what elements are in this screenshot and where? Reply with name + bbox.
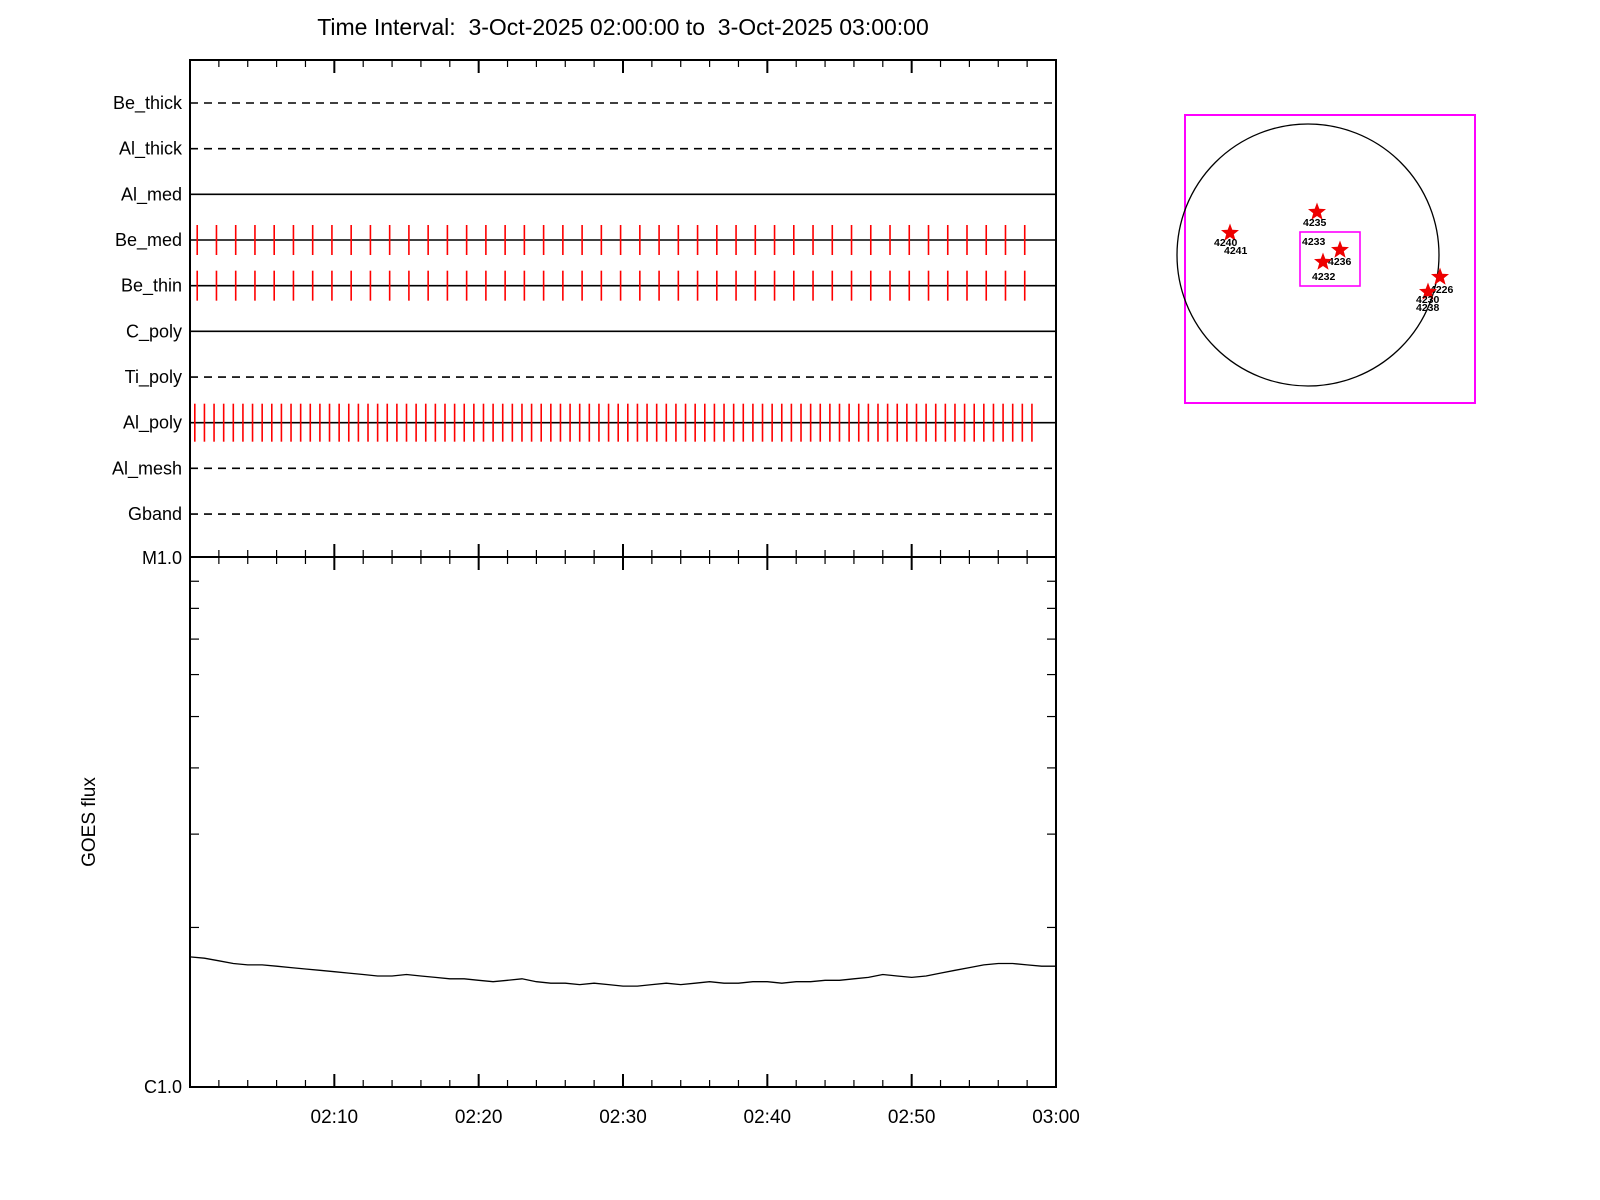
active-region-star xyxy=(1221,223,1239,241)
filter-label: Al_mesh xyxy=(112,458,182,479)
obs-ticks-Be_med xyxy=(196,225,1026,256)
x-axis-tick-label: 02:50 xyxy=(888,1107,936,1128)
active-region-label: 4232 xyxy=(1312,271,1336,283)
obs-ticks-Al_poly xyxy=(194,403,1033,442)
x-axis-ticks xyxy=(189,544,1057,570)
filter-label: Al_med xyxy=(121,184,182,205)
y-axis-top-label: M1.0 xyxy=(142,548,182,568)
filter-label: Be_thick xyxy=(113,93,183,114)
active-region-star xyxy=(1308,202,1326,220)
filter-label: C_poly xyxy=(126,321,182,342)
x-axis-ticks xyxy=(189,1074,1057,1087)
solar-map-frame xyxy=(1184,114,1476,404)
goes-panel-border xyxy=(189,556,1057,1088)
active-region-label: 4226 xyxy=(1430,284,1454,296)
active-region-star xyxy=(1314,252,1332,270)
obs-ticks-Be_thin xyxy=(196,270,1026,301)
goes-flux-curve xyxy=(189,956,1056,987)
active-region-label: 4236 xyxy=(1328,256,1352,268)
timeline-panel-border xyxy=(189,59,1057,558)
active-region-star xyxy=(1431,267,1449,285)
active-region-label: 4230 xyxy=(1416,294,1440,306)
filter-label: Be_thin xyxy=(121,276,182,297)
filter-label: Ti_poly xyxy=(125,367,182,388)
active-region-label: 4233 xyxy=(1302,236,1326,248)
y-axis-bottom-label: C1.0 xyxy=(144,1077,182,1097)
time-interval-title: Time Interval: 3-Oct-2025 02:00:00 to 3-… xyxy=(317,14,929,40)
filter-label: Be_med xyxy=(115,230,182,251)
solar-disk xyxy=(1176,123,1440,387)
active-region-label: 4240 xyxy=(1214,237,1238,249)
filter-label: Gband xyxy=(128,504,182,524)
x-axis-tick-label: 02:10 xyxy=(311,1107,359,1128)
active-region-star xyxy=(1331,240,1349,258)
x-axis-tick-label: 02:20 xyxy=(455,1107,503,1128)
goes-flux-axis-label: GOES flux xyxy=(79,777,100,867)
active-region-label: 4235 xyxy=(1303,217,1327,229)
x-axis-tick-label: 02:40 xyxy=(744,1107,792,1128)
x-axis-tick-label: 02:30 xyxy=(599,1107,647,1128)
active-region-label: 4238 xyxy=(1416,302,1440,314)
active-region-label: 4241 xyxy=(1224,245,1248,257)
filter-label: Al_poly xyxy=(123,413,182,434)
filter-label: Al_thick xyxy=(119,139,183,160)
x-axis-ticks xyxy=(189,60,1057,73)
target-fov-box xyxy=(1299,231,1361,287)
active-region-star xyxy=(1419,282,1437,300)
x-axis-tick-label: 03:00 xyxy=(1032,1107,1080,1128)
